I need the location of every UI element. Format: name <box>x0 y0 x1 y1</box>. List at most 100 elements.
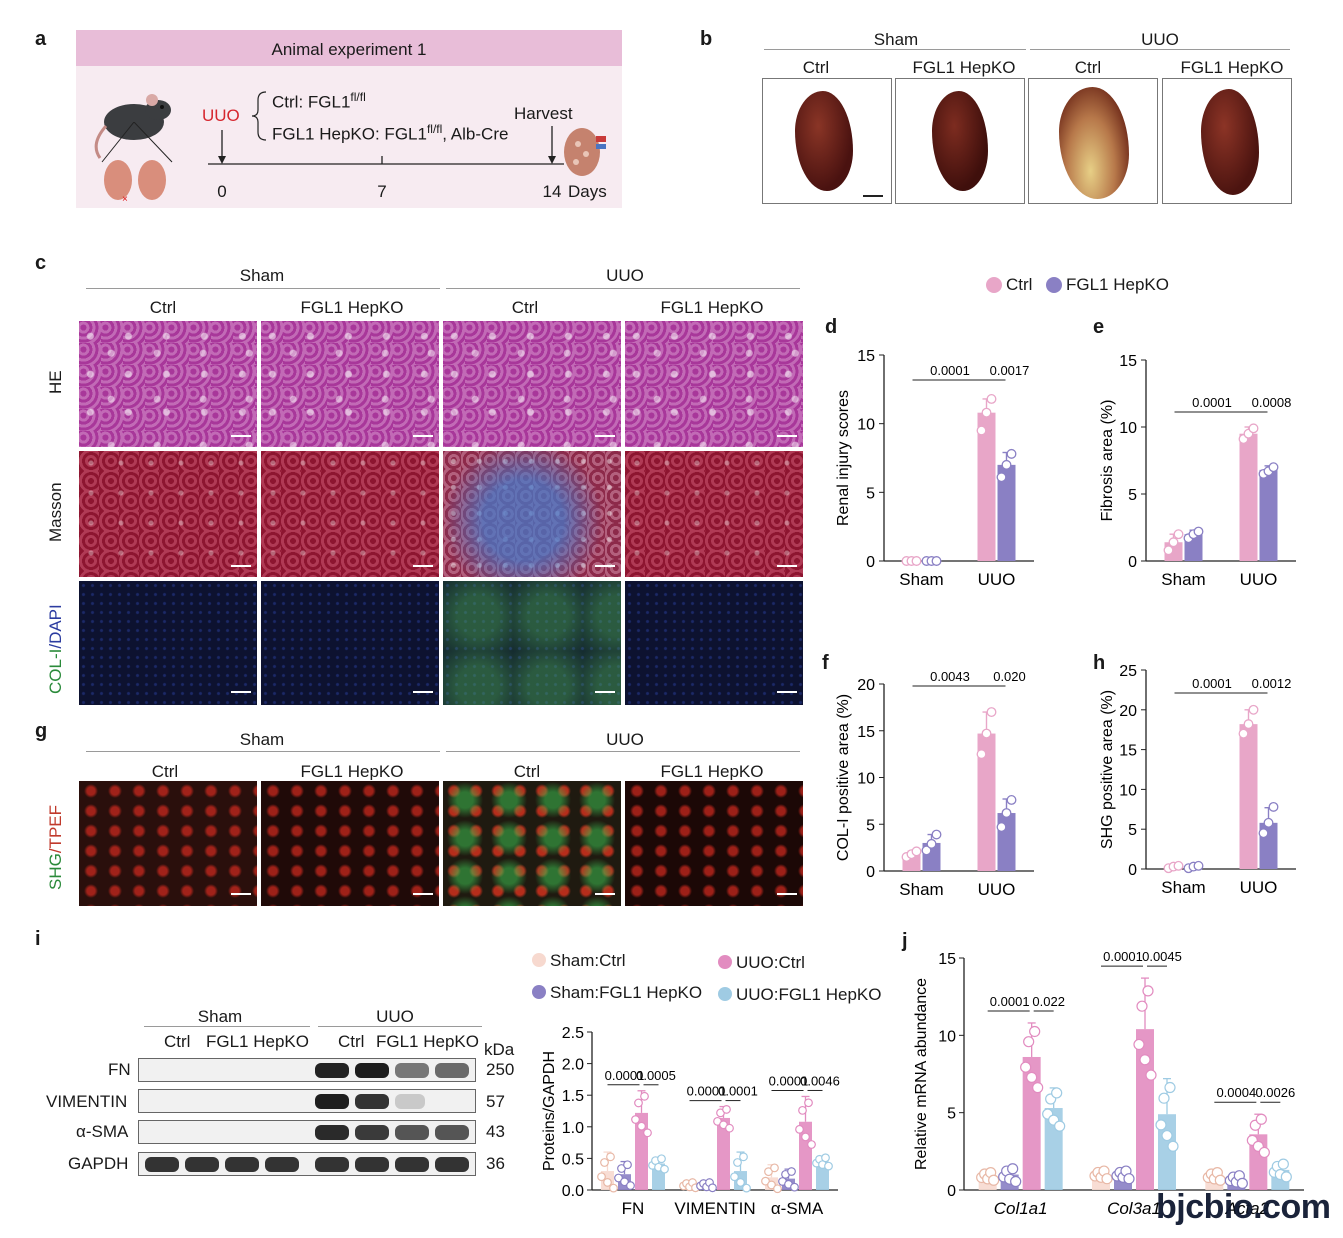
data-point <box>1277 1158 1289 1170</box>
data-point <box>1139 1054 1151 1066</box>
g-col-2: FGL1 HepKO <box>300 762 404 781</box>
y-tick-label: 25 <box>1119 663 1137 680</box>
data-point <box>790 1182 799 1192</box>
y-axis-label: Proteins/GAPDH <box>541 1051 558 1171</box>
y-tick-label: 15 <box>1119 743 1137 760</box>
legend-uuo-ctrl-marker <box>718 955 732 969</box>
g-col-4: FGL1 HepKO <box>660 762 764 781</box>
bar <box>1239 724 1258 869</box>
kidney-photo-uuo-ctrl <box>1028 78 1158 204</box>
watermark: bjcbio.com <box>1156 1188 1331 1226</box>
bar <box>1136 1029 1154 1190</box>
row-label-dapi: /DAPI <box>46 604 65 649</box>
data-point <box>1020 1061 1032 1073</box>
y-tick-label: 2.5 <box>562 1025 584 1042</box>
legend-ctrl-label: Ctrl <box>1006 275 1033 294</box>
chart-e: 0 5 10 15 Fibrosis area (%) Sham UUO 0.0001 0.00… <box>1099 353 1296 589</box>
row-label-masson: Masson <box>46 482 65 542</box>
kidney-photo-uuo-ko <box>1162 78 1292 204</box>
chart-f: 0 5 10 15 20 COL-I positive area (%) Sham UUO 0.… <box>835 669 1034 899</box>
shg-uuo-ko <box>624 780 804 907</box>
p-value: 0.0001 <box>769 1073 809 1088</box>
data-point <box>1280 1171 1292 1183</box>
p-value: 0.0004 <box>1216 1085 1256 1100</box>
row-label-he: HE <box>46 370 65 394</box>
x-tick-label: FN <box>622 1199 645 1218</box>
data-point <box>926 838 937 849</box>
data-point <box>1173 529 1184 540</box>
panel-label-g: g <box>35 720 48 742</box>
y-tick-label: 2.0 <box>562 1057 584 1074</box>
data-point <box>1155 1119 1167 1131</box>
data-point <box>1248 423 1259 434</box>
data-point <box>725 1123 734 1133</box>
x-tick-label: Sham <box>1161 878 1205 897</box>
blot-strip-fn <box>138 1058 476 1082</box>
data-point <box>1268 801 1279 812</box>
data-point <box>722 1105 731 1114</box>
panel-label-b: b <box>700 28 713 50</box>
y-tick-label: 15 <box>857 348 875 365</box>
data-point <box>1268 462 1279 473</box>
histology-he-sham-ko <box>260 320 440 448</box>
histology-masson-sham-ko <box>260 450 440 578</box>
blot-row-gapdh: GAPDH <box>68 1154 129 1173</box>
b-group-uuo: UUO <box>1141 30 1179 49</box>
data-point <box>1026 1071 1038 1084</box>
data-point <box>1255 1113 1267 1125</box>
b-col-3: Ctrl <box>1074 58 1102 77</box>
data-point <box>1006 794 1017 805</box>
legend-sham-ko: Sham:FGL1 HepKO <box>550 983 703 1002</box>
harvest-label: Harvest <box>514 104 573 123</box>
data-point <box>1051 1087 1063 1099</box>
blot-group-uuo: UUO <box>376 1007 414 1026</box>
data-point <box>988 1174 1000 1186</box>
data-point <box>1006 448 1017 459</box>
data-point <box>1243 719 1254 730</box>
y-tick-label: 0 <box>947 1183 956 1200</box>
y-tick-label: 0 <box>866 554 875 571</box>
x-tick-label: Col1a1 <box>994 1199 1048 1218</box>
panel-label-i: i <box>35 928 41 950</box>
x-tick-label: Sham <box>899 570 943 589</box>
data-point <box>643 1128 652 1138</box>
y-tick-label: 1.5 <box>562 1088 584 1105</box>
data-point <box>931 556 942 566</box>
data-point <box>1193 526 1204 537</box>
y-axis-label: Fibrosis area (%) <box>1099 400 1116 522</box>
y-tick-label: 10 <box>857 771 875 788</box>
data-point <box>804 1098 813 1108</box>
data-point <box>1101 1173 1113 1185</box>
data-point <box>770 1163 779 1173</box>
y-tick-label: 20 <box>1119 703 1137 720</box>
y-tick-label: 10 <box>1119 782 1137 799</box>
tick-7: 7 <box>377 182 387 201</box>
x-tick-label: UUO <box>978 570 1016 589</box>
panel-label-f: f <box>822 652 829 674</box>
p-value: 0.0001 <box>718 1084 758 1099</box>
p-value: 0.0045 <box>1142 949 1182 964</box>
kda-fn: 250 <box>486 1060 515 1079</box>
if-col1-uuo-ko <box>624 580 804 706</box>
shg-sham-ko <box>260 780 440 907</box>
x-tick-label: α-SMA <box>771 1199 824 1218</box>
ctrl-genotype-text: Ctrl: FGL1 <box>272 92 351 112</box>
if-col1-sham-ko <box>260 580 440 706</box>
bar <box>1259 469 1278 561</box>
p-value: 0.0026 <box>1255 1085 1295 1100</box>
p-value: 0.0012 <box>1252 676 1292 691</box>
kidney-photo-sham-ctrl <box>762 78 892 204</box>
histology-masson-sham-ctrl <box>78 450 258 578</box>
data-point <box>911 556 922 566</box>
b-col-1: Ctrl <box>802 58 830 77</box>
histology-he-uuo-ko <box>624 320 804 448</box>
data-point <box>1248 704 1259 715</box>
y-tick-label: 15 <box>938 951 956 968</box>
data-point <box>1032 1082 1044 1094</box>
blot-lane-4: FGL1 HepKO <box>376 1032 479 1051</box>
data-point <box>657 1154 666 1164</box>
data-point <box>801 1132 810 1142</box>
svg-text:×: × <box>122 194 128 205</box>
y-tick-label: 5 <box>866 485 875 502</box>
